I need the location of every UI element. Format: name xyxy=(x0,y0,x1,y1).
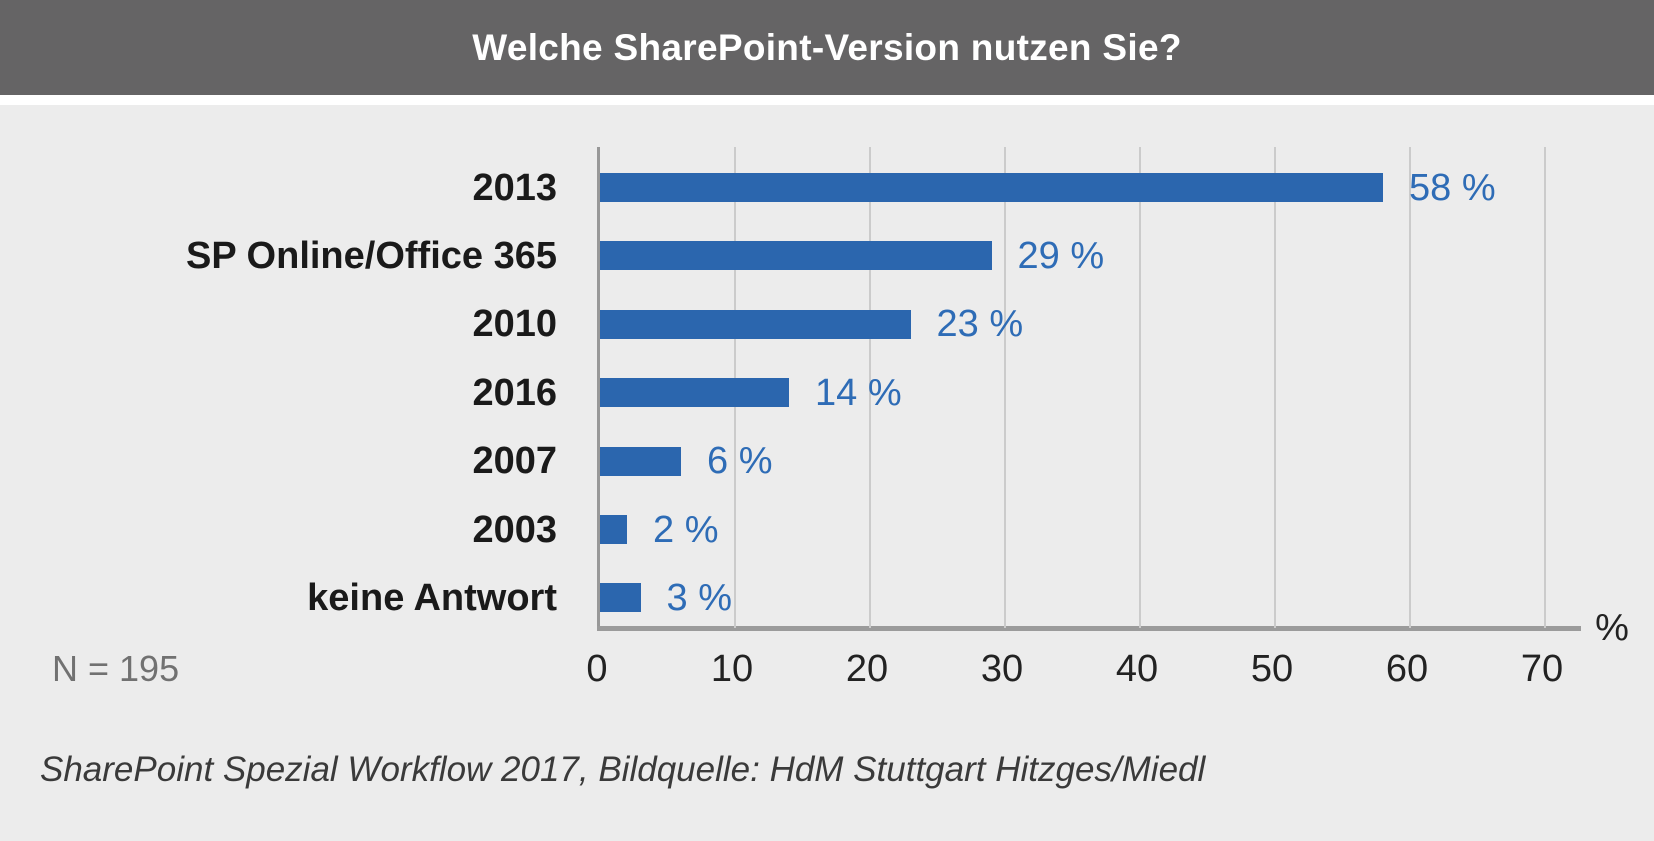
bar-value-label: 6 % xyxy=(707,440,773,483)
plot-area: 58 % 29 % 23 % 14 % 6 % 2 % 3 % xyxy=(597,147,1581,631)
x-tick-label: 20 xyxy=(845,648,889,690)
header-divider-strip xyxy=(0,95,1654,105)
chart-title: Welche SharePoint-Version nutzen Sie? xyxy=(472,26,1182,68)
source-caption: SharePoint Spezial Workflow 2017, Bildqu… xyxy=(40,750,1206,789)
category-label: 2013 xyxy=(472,166,557,209)
bar-value-label: 2 % xyxy=(653,508,719,551)
x-axis-unit-label: % xyxy=(1595,607,1629,649)
category-label: 2007 xyxy=(472,440,557,483)
x-tick-label: 50 xyxy=(1250,648,1294,690)
bar xyxy=(600,173,1383,202)
x-tick-label: 70 xyxy=(1520,648,1564,690)
x-tick-label: 0 xyxy=(586,648,608,690)
bar-value-label: 3 % xyxy=(666,576,732,619)
header-bar: Welche SharePoint-Version nutzen Sie? xyxy=(0,0,1654,95)
gridline xyxy=(869,147,871,628)
bar xyxy=(600,309,911,339)
bar xyxy=(600,583,641,613)
category-label: keine Antwort xyxy=(307,576,557,619)
x-tick-label: 40 xyxy=(1115,648,1159,690)
x-tick-label: 60 xyxy=(1385,648,1429,690)
category-label: 2010 xyxy=(472,303,557,346)
gridline xyxy=(1544,147,1546,628)
bar xyxy=(600,446,681,476)
bar-value-label: 58 % xyxy=(1409,166,1496,209)
category-label: 2016 xyxy=(472,371,557,414)
bar xyxy=(600,241,992,271)
sample-size-label: N = 195 xyxy=(52,648,180,689)
bar xyxy=(600,378,789,408)
gridline xyxy=(1004,147,1006,628)
category-label: SP Online/Office 365 xyxy=(185,234,557,277)
x-axis-line xyxy=(597,626,1581,631)
category-label: 2003 xyxy=(472,508,557,551)
gridline xyxy=(1139,147,1141,628)
bar-value-label: 29 % xyxy=(1017,234,1105,277)
bar xyxy=(600,515,627,544)
gridline xyxy=(1274,147,1276,628)
x-tick-label: 30 xyxy=(980,648,1024,690)
bar-value-label: 14 % xyxy=(815,371,902,414)
gridline xyxy=(1409,147,1411,628)
x-tick-label: 10 xyxy=(710,648,754,690)
bar-value-label: 23 % xyxy=(936,303,1024,346)
